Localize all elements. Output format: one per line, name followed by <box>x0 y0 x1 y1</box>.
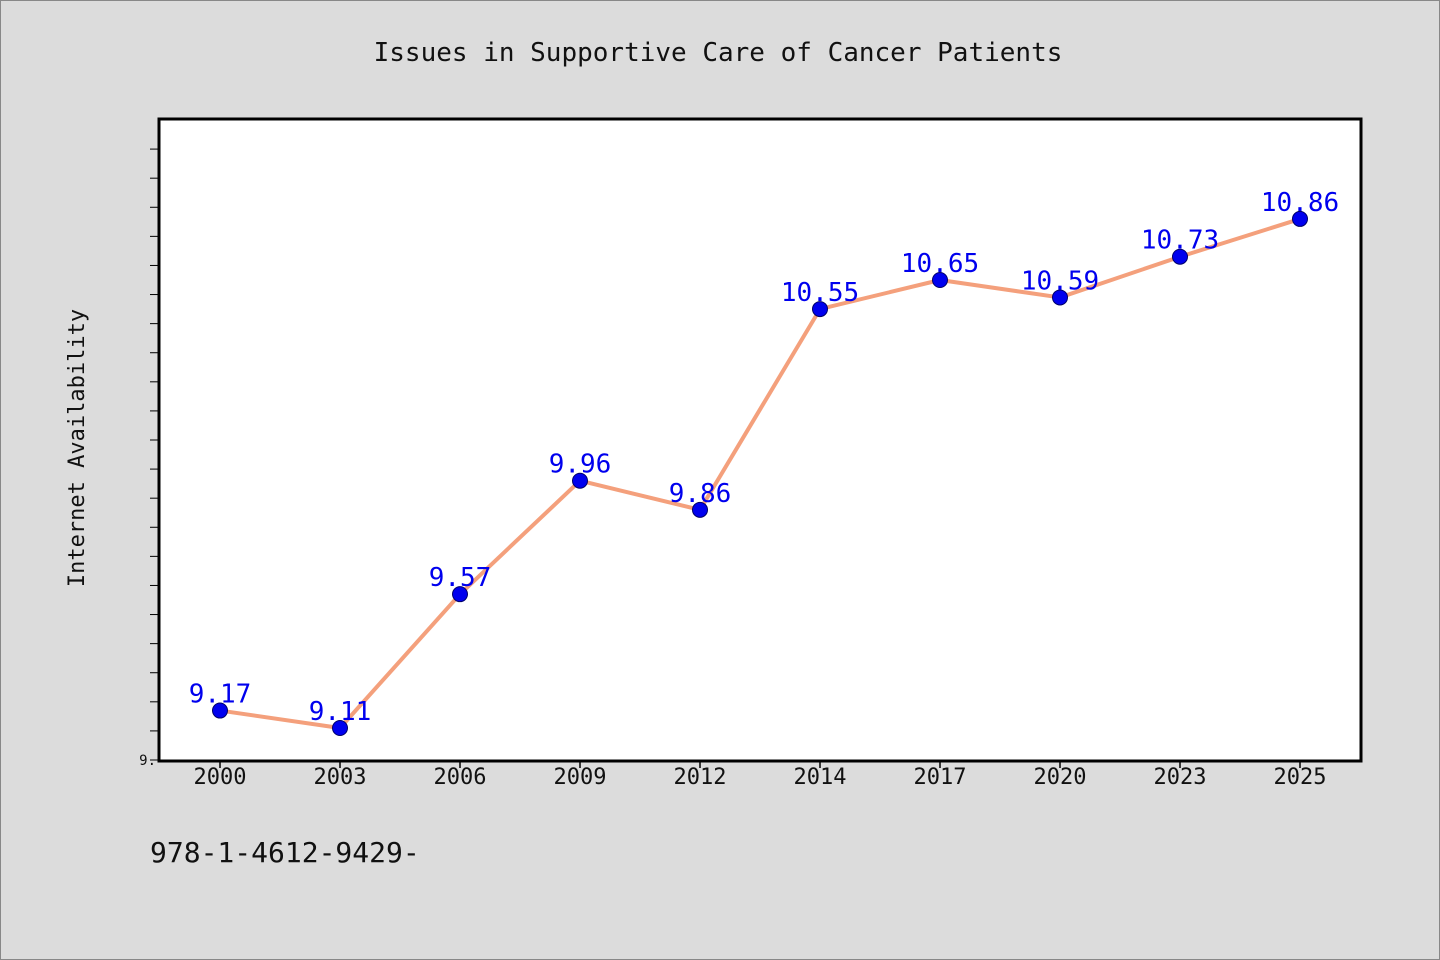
plot-area <box>157 117 1363 763</box>
x-axis-ticks: 2000 2003 2006 2009 2012 2014 2017 2020 2023 2025 <box>194 760 1327 790</box>
y-axis-ticks: 9. <box>139 148 160 769</box>
footnote-isbn: 978-1-4612-9429- <box>150 836 420 869</box>
data-label: 9.17 <box>189 680 252 710</box>
x-tick-label: 2000 <box>194 765 247 790</box>
x-tick-label: 2017 <box>914 765 967 790</box>
data-point <box>212 702 228 719</box>
data-label: 10.65 <box>901 249 979 279</box>
data-labels: 9.17 9.11 9.57 9.96 9.86 10.55 10.65 10.59 10.73… <box>189 188 1339 727</box>
y-tick-label: 9. <box>139 753 156 769</box>
y-axis-label: Internet Availability <box>65 309 90 587</box>
data-label: 10.55 <box>781 278 859 308</box>
data-point <box>572 472 588 489</box>
x-tick-label: 2003 <box>314 765 367 790</box>
data-point <box>1052 289 1068 306</box>
data-label: 9.57 <box>429 563 492 593</box>
data-point <box>692 501 708 518</box>
data-label: 9.96 <box>549 450 612 480</box>
data-point <box>1292 210 1308 227</box>
data-point <box>812 301 828 318</box>
data-label: 10.86 <box>1261 188 1339 218</box>
series-markers <box>212 210 1308 736</box>
data-point <box>932 272 948 288</box>
data-label: 10.73 <box>1141 226 1219 256</box>
x-tick-label: 2006 <box>434 765 487 790</box>
x-tick-label: 2014 <box>794 765 847 790</box>
data-label: 9.86 <box>669 479 732 509</box>
x-tick-label: 2023 <box>1154 765 1207 790</box>
data-point <box>332 720 348 736</box>
data-label: 9.11 <box>309 697 372 727</box>
x-tick-label: 2009 <box>554 765 607 790</box>
data-point <box>452 586 468 603</box>
data-label: 10.59 <box>1021 266 1099 296</box>
x-tick-label: 2020 <box>1034 765 1087 790</box>
chart-title: Issues in Supportive Care of Cancer Pati… <box>374 38 1063 68</box>
x-tick-label: 2012 <box>674 765 727 790</box>
x-tick-label: 2025 <box>1274 765 1327 790</box>
data-point <box>1172 248 1188 265</box>
series-line <box>219 217 1301 730</box>
